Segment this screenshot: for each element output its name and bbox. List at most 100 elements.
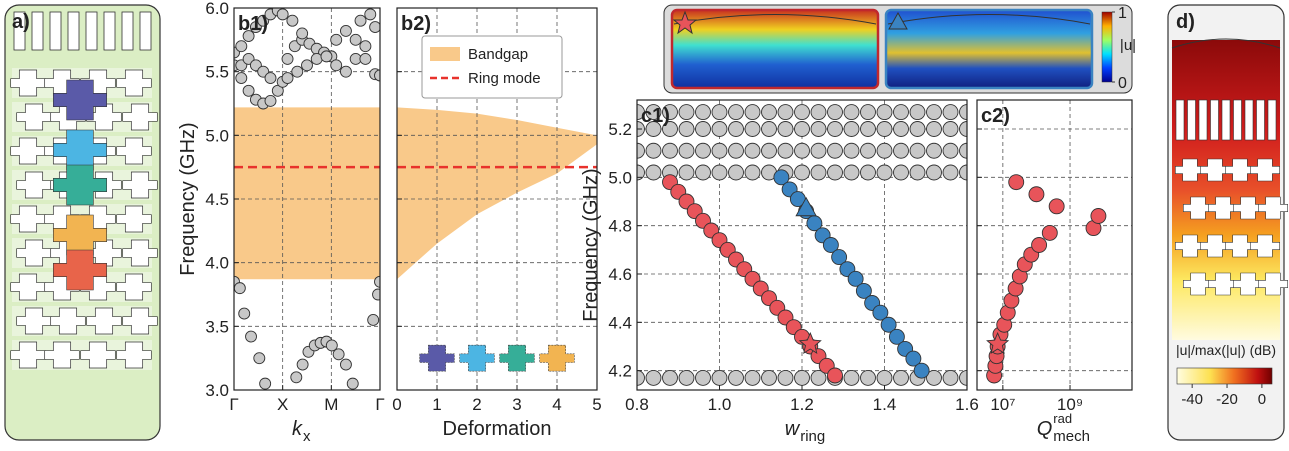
point <box>729 122 744 137</box>
point <box>663 370 678 385</box>
x-tick-label: 1 <box>432 395 441 414</box>
panel-label: c1) <box>641 105 670 127</box>
slit <box>1234 100 1242 140</box>
point <box>696 105 711 120</box>
point <box>243 85 254 96</box>
point <box>321 51 332 62</box>
x-axis-label-sub: ring <box>800 428 825 445</box>
point <box>340 359 351 370</box>
point <box>696 165 711 180</box>
colorbar-tick-label: 1 <box>1118 5 1127 22</box>
y-axis-label: Frequency (GHz) <box>177 122 199 275</box>
slit <box>1245 100 1253 140</box>
x-axis-label-sub: x <box>303 428 311 445</box>
point <box>795 143 810 158</box>
point <box>811 105 826 120</box>
point <box>778 105 793 120</box>
point <box>844 122 859 137</box>
point <box>877 122 892 137</box>
point <box>333 349 344 360</box>
point <box>679 165 694 180</box>
point <box>894 165 909 180</box>
point <box>696 143 711 158</box>
colorbar-tick-label: -40 <box>1181 391 1203 408</box>
point <box>712 122 727 137</box>
x-tick-label: Γ <box>375 395 384 414</box>
x-tick-label: 1.4 <box>873 395 897 414</box>
point <box>292 66 303 77</box>
point <box>729 143 744 158</box>
point <box>762 122 777 137</box>
point <box>811 122 826 137</box>
point <box>861 143 876 158</box>
point <box>729 165 744 180</box>
point <box>236 73 247 84</box>
point <box>646 143 661 158</box>
point <box>646 370 661 385</box>
point <box>1009 175 1024 190</box>
panel-label: b1) <box>238 13 268 35</box>
point <box>894 370 909 385</box>
legend-swatch <box>430 47 460 61</box>
point <box>679 105 694 120</box>
slit <box>1176 100 1184 140</box>
point <box>844 370 859 385</box>
x-axis-label: w <box>785 418 801 440</box>
point <box>910 165 925 180</box>
point <box>297 359 308 370</box>
x-tick-label: 10⁷ <box>990 395 1015 414</box>
point <box>811 165 826 180</box>
point <box>778 143 793 158</box>
point <box>914 363 929 378</box>
y-tick-label: 4.0 <box>205 254 229 273</box>
x-tick-label: Γ <box>229 395 238 414</box>
point <box>927 105 942 120</box>
legend-label: Bandgap <box>468 46 528 63</box>
y-axis-label: Frequency (GHz) <box>580 168 602 321</box>
y-tick-label: 5.0 <box>205 126 229 145</box>
point <box>729 370 744 385</box>
point <box>877 370 892 385</box>
point <box>927 143 942 158</box>
panel-label: a) <box>12 11 30 33</box>
x-axis-label-sub: mech <box>1053 428 1090 445</box>
point <box>943 143 958 158</box>
point <box>778 122 793 137</box>
point <box>861 105 876 120</box>
panel-label: c2) <box>981 105 1010 127</box>
x-tick-label: 1.2 <box>790 395 814 414</box>
point <box>679 370 694 385</box>
point <box>1032 238 1047 253</box>
point <box>265 95 276 106</box>
point <box>646 165 661 180</box>
point <box>943 165 958 180</box>
point <box>828 368 843 383</box>
slit <box>1211 100 1219 140</box>
y-tick-label: 4.6 <box>608 265 632 284</box>
inset: |u| <box>664 5 1136 93</box>
x-axis-label: k <box>292 418 303 440</box>
panel-label: b2) <box>401 13 431 35</box>
colorbar-label: |u| <box>1120 37 1136 54</box>
y-tick-label: 4.8 <box>608 217 632 236</box>
y-tick-label: 5.0 <box>608 168 632 187</box>
slit <box>32 12 43 50</box>
slit <box>1268 100 1276 140</box>
x-tick-label: 1.0 <box>708 395 732 414</box>
colorbar <box>1102 12 1112 82</box>
slit <box>68 12 79 50</box>
y-tick-label: 5.2 <box>608 120 632 139</box>
point <box>844 143 859 158</box>
point <box>745 370 760 385</box>
point <box>844 105 859 120</box>
x-axis-label: Q <box>1037 418 1053 440</box>
field-map <box>672 10 878 88</box>
point <box>282 73 293 84</box>
slit <box>1188 100 1196 140</box>
point <box>368 314 379 325</box>
point <box>877 143 892 158</box>
point <box>355 15 366 26</box>
page: a) |u| |u|/max(|u|) (dB) -40-200d)013.03… <box>0 0 1289 451</box>
x-tick-label: 5 <box>592 395 601 414</box>
point <box>762 370 777 385</box>
